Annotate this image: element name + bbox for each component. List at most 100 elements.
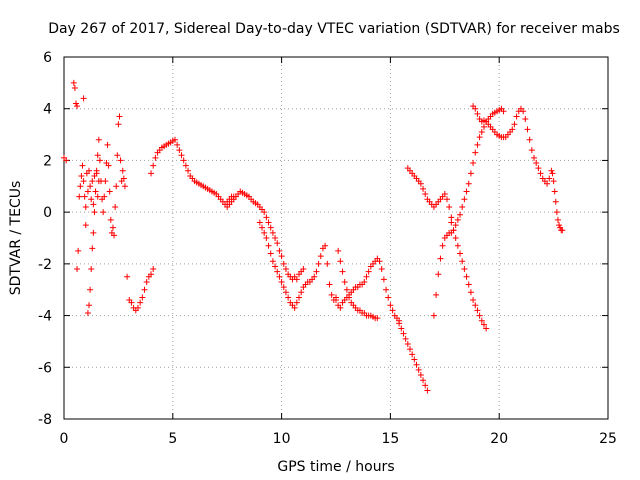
data-point xyxy=(480,123,487,130)
data-point xyxy=(272,263,279,270)
plot-frame xyxy=(63,56,609,420)
data-point xyxy=(474,110,481,117)
y-tick-label: -4 xyxy=(38,309,52,325)
data-point xyxy=(467,289,474,296)
data-point xyxy=(92,188,99,195)
data-point xyxy=(441,191,448,198)
data-point xyxy=(256,219,263,226)
data-point xyxy=(120,175,127,182)
data-point xyxy=(417,372,424,379)
data-point xyxy=(311,273,318,280)
data-point xyxy=(513,113,520,120)
data-point xyxy=(398,325,405,332)
data-point xyxy=(182,162,189,169)
data-point xyxy=(509,126,516,133)
data-point xyxy=(269,258,276,265)
data-point xyxy=(269,229,276,236)
data-point xyxy=(80,95,87,102)
axis-ticks: 0 5 10 15 20 25 -8 -6 -4 -2 0 2 4 6 xyxy=(38,50,617,447)
data-point xyxy=(91,209,98,216)
data-point xyxy=(478,128,485,135)
data-point xyxy=(86,167,93,174)
data-point xyxy=(420,377,427,384)
data-point xyxy=(137,299,144,306)
data-point xyxy=(106,188,113,195)
chart-title: Day 267 of 2017, Sidereal Day-to-day VTE… xyxy=(48,21,620,37)
data-point xyxy=(115,121,122,128)
data-point xyxy=(261,209,268,216)
data-point xyxy=(117,157,124,164)
data-point xyxy=(548,167,555,174)
data-point xyxy=(457,211,464,218)
data-point xyxy=(185,167,192,174)
data-point xyxy=(454,242,461,249)
data-point xyxy=(143,278,150,285)
data-point xyxy=(443,196,450,203)
data-point xyxy=(265,242,272,249)
data-point xyxy=(94,193,101,200)
x-tick-label: 10 xyxy=(273,431,291,447)
data-point xyxy=(420,185,427,192)
data-point xyxy=(400,330,407,337)
y-tick-label: 6 xyxy=(43,50,52,66)
data-point xyxy=(116,113,123,120)
data-point xyxy=(476,134,483,141)
data-point xyxy=(526,136,533,143)
data-point xyxy=(285,294,292,301)
data-point xyxy=(276,247,283,254)
data-point xyxy=(533,160,540,167)
data-point xyxy=(72,100,79,107)
y-tick-label: -8 xyxy=(38,412,52,428)
x-tick-label: 15 xyxy=(381,431,399,447)
data-point xyxy=(465,180,472,187)
data-point xyxy=(176,147,183,154)
data-point xyxy=(430,312,437,319)
data-point xyxy=(554,216,561,223)
data-point xyxy=(535,165,542,172)
data-point xyxy=(409,351,416,358)
data-point xyxy=(278,278,285,285)
data-point xyxy=(422,191,429,198)
data-point xyxy=(87,183,94,190)
data-point xyxy=(94,152,101,159)
data-point xyxy=(559,227,566,234)
data-point xyxy=(79,162,86,169)
data-point xyxy=(81,193,88,200)
data-point xyxy=(365,268,372,275)
data-point xyxy=(180,157,187,164)
data-point xyxy=(322,242,329,249)
data-point xyxy=(437,255,444,262)
data-point xyxy=(472,302,479,309)
data-point xyxy=(150,266,157,273)
data-point xyxy=(296,294,303,301)
data-point xyxy=(119,167,126,174)
data-point xyxy=(467,170,474,177)
data-point xyxy=(102,178,109,185)
data-point xyxy=(461,196,468,203)
data-point xyxy=(89,178,96,185)
x-axis-label: GPS time / hours xyxy=(277,459,394,475)
data-point xyxy=(452,235,459,241)
y-tick-label: 4 xyxy=(43,102,52,118)
data-point xyxy=(88,266,95,273)
data-point xyxy=(463,273,470,280)
data-point xyxy=(93,170,100,177)
data-point xyxy=(150,162,157,169)
data-point xyxy=(422,382,429,389)
data-point xyxy=(90,229,97,236)
data-point xyxy=(82,222,89,229)
data-point xyxy=(282,266,289,273)
data-point xyxy=(537,170,544,177)
data-point xyxy=(411,356,418,363)
data-point xyxy=(378,266,385,273)
data-point xyxy=(402,335,409,342)
data-point xyxy=(78,172,85,179)
data-point xyxy=(178,152,185,159)
data-point xyxy=(374,315,381,322)
data-point xyxy=(551,188,558,195)
data-point xyxy=(406,346,413,353)
data-points xyxy=(61,79,566,394)
x-tick-label: 0 xyxy=(60,431,69,447)
data-point xyxy=(128,299,135,306)
data-point xyxy=(171,136,178,143)
